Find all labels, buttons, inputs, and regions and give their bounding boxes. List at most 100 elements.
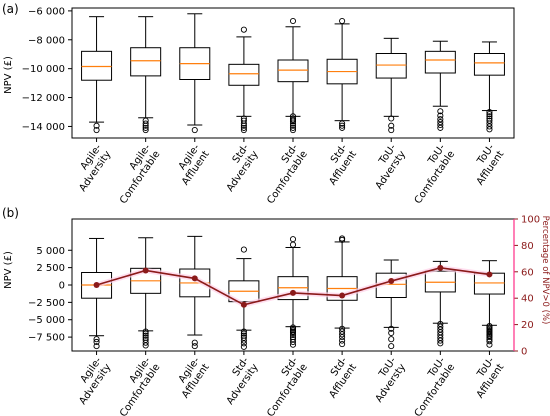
- outlier-point: [289, 341, 297, 348]
- xtick-label: Std-Adversity: [215, 355, 261, 407]
- outlier-point: [388, 336, 395, 343]
- outlier-point: [289, 17, 297, 25]
- panel-b-ylabel: NPV (£): [3, 251, 14, 289]
- panel-b-yticks: −7 500 −5 000 −2 500 0 2 500 5 000: [28, 246, 72, 344]
- outlier-point: [289, 338, 297, 346]
- panel-b-percentage-line: [93, 264, 493, 308]
- outlier-point: [339, 334, 346, 341]
- xtick-label: Agile-Adversity: [68, 142, 114, 194]
- outlier-point: [191, 127, 198, 134]
- outlier-point: [142, 120, 149, 127]
- xtick-label: ToU-Comfortable: [403, 355, 457, 416]
- outlier-point: [240, 122, 247, 129]
- outlier-point: [388, 325, 395, 332]
- xtick-label: Std-Affluent: [318, 355, 359, 400]
- percentage-point: [486, 271, 493, 278]
- xtick-label: Std-Comfortable: [256, 355, 310, 416]
- outlier-point: [142, 127, 149, 134]
- ytick-label: 5 000: [36, 246, 65, 257]
- outlier-point: [339, 341, 346, 348]
- outlier-point: [289, 118, 297, 125]
- outlier-point: [388, 329, 395, 336]
- outlier-point: [142, 124, 149, 131]
- xtick-label: Agile-Comfortable: [109, 355, 163, 416]
- panel-b-boxes: [81, 235, 505, 350]
- outlier-point: [486, 120, 493, 127]
- ytick-label: −14 000: [22, 122, 65, 133]
- outlier-point: [240, 127, 247, 134]
- panel-b-xtick-labels: Agile-Adversity Agile-Comfortable Agile-Af…: [68, 351, 506, 416]
- outlier-point: [486, 113, 493, 120]
- xtick-label: ToU-Affluent: [465, 355, 506, 400]
- ytick-right-label: 80: [521, 241, 534, 252]
- panel-b-yticks-right: 0 20 40 60 80 100: [514, 215, 540, 358]
- outlier-point: [388, 122, 395, 129]
- box: [424, 270, 456, 293]
- ytick-right-label: 20: [521, 320, 534, 331]
- outlier-point: [339, 120, 346, 127]
- outlier-point: [142, 342, 149, 349]
- outlier-point: [339, 235, 346, 242]
- ytick-label: −5 000: [28, 315, 65, 326]
- box: [130, 47, 162, 77]
- xtick-label: ToU-Adversty: [364, 355, 408, 404]
- outlier-point: [437, 108, 444, 115]
- panel-a-xtick-labels: Agile-Adversity Agile-Comfortable Agile-Af…: [68, 138, 506, 206]
- outlier-point: [240, 343, 247, 350]
- box: [424, 50, 456, 74]
- outlier-point: [240, 246, 247, 253]
- outlier-point: [388, 343, 395, 350]
- outlier-point: [388, 115, 395, 122]
- outlier-point: [486, 334, 493, 341]
- outlier-point: [142, 339, 149, 346]
- panel-b-label: (b): [2, 206, 19, 220]
- outlier-point: [142, 330, 149, 337]
- outlier-point: [93, 343, 100, 350]
- outlier-point: [486, 117, 493, 124]
- outlier-point: [289, 122, 297, 129]
- outlier-point: [486, 126, 493, 133]
- xtick-label: Std-Comfortable: [256, 142, 310, 206]
- outlier-point: [240, 340, 247, 347]
- xtick-label: Agile-Adversity: [68, 355, 114, 407]
- ytick-label: 2 500: [36, 263, 65, 274]
- percentage-point: [437, 264, 444, 271]
- outlier-point: [289, 124, 297, 131]
- ytick-right-label: 0: [521, 347, 527, 358]
- outlier-point: [191, 343, 198, 350]
- outlier-point: [240, 337, 247, 344]
- outlier-point: [240, 330, 247, 337]
- outlier-point: [486, 338, 493, 345]
- outlier-point: [93, 127, 100, 134]
- outlier-point: [289, 120, 297, 127]
- panel-b-ylabel-right: Percentage of NPV>0 (%): [540, 216, 550, 325]
- outlier-point: [339, 122, 346, 129]
- outlier-point: [339, 337, 346, 344]
- outlier-point: [93, 122, 100, 129]
- outlier-point: [486, 111, 493, 118]
- outlier-point: [289, 329, 297, 336]
- outlier-point: [289, 127, 297, 134]
- panel-a-yticks: −14 000 −12 000 −10 000 −8 000 −6 000: [22, 6, 72, 133]
- outlier-point: [142, 332, 149, 339]
- panel-a-ylabel: NPV (£): [3, 56, 14, 94]
- outlier-point: [142, 328, 149, 335]
- ytick-label: 0: [59, 281, 65, 292]
- panel-a-boxes: [81, 13, 505, 134]
- ytick-right-label: 100: [521, 215, 540, 226]
- xtick-label: Agile-Comfortable: [109, 142, 163, 206]
- ytick-label: −12 000: [22, 93, 65, 104]
- outlier-point: [240, 124, 247, 131]
- xtick-label: Agile-Affluent: [171, 355, 212, 400]
- xtick-label: ToU-Comfortable: [403, 142, 457, 206]
- outlier-point: [289, 331, 297, 339]
- outlier-point: [142, 122, 149, 129]
- box: [81, 50, 113, 81]
- percentage-point: [240, 301, 247, 308]
- box: [228, 63, 260, 86]
- xtick-label: Std-Affluent: [318, 142, 359, 187]
- outlier-point: [437, 116, 444, 123]
- ytick-right-label: 40: [521, 294, 534, 305]
- ytick-right-label: 60: [521, 267, 534, 278]
